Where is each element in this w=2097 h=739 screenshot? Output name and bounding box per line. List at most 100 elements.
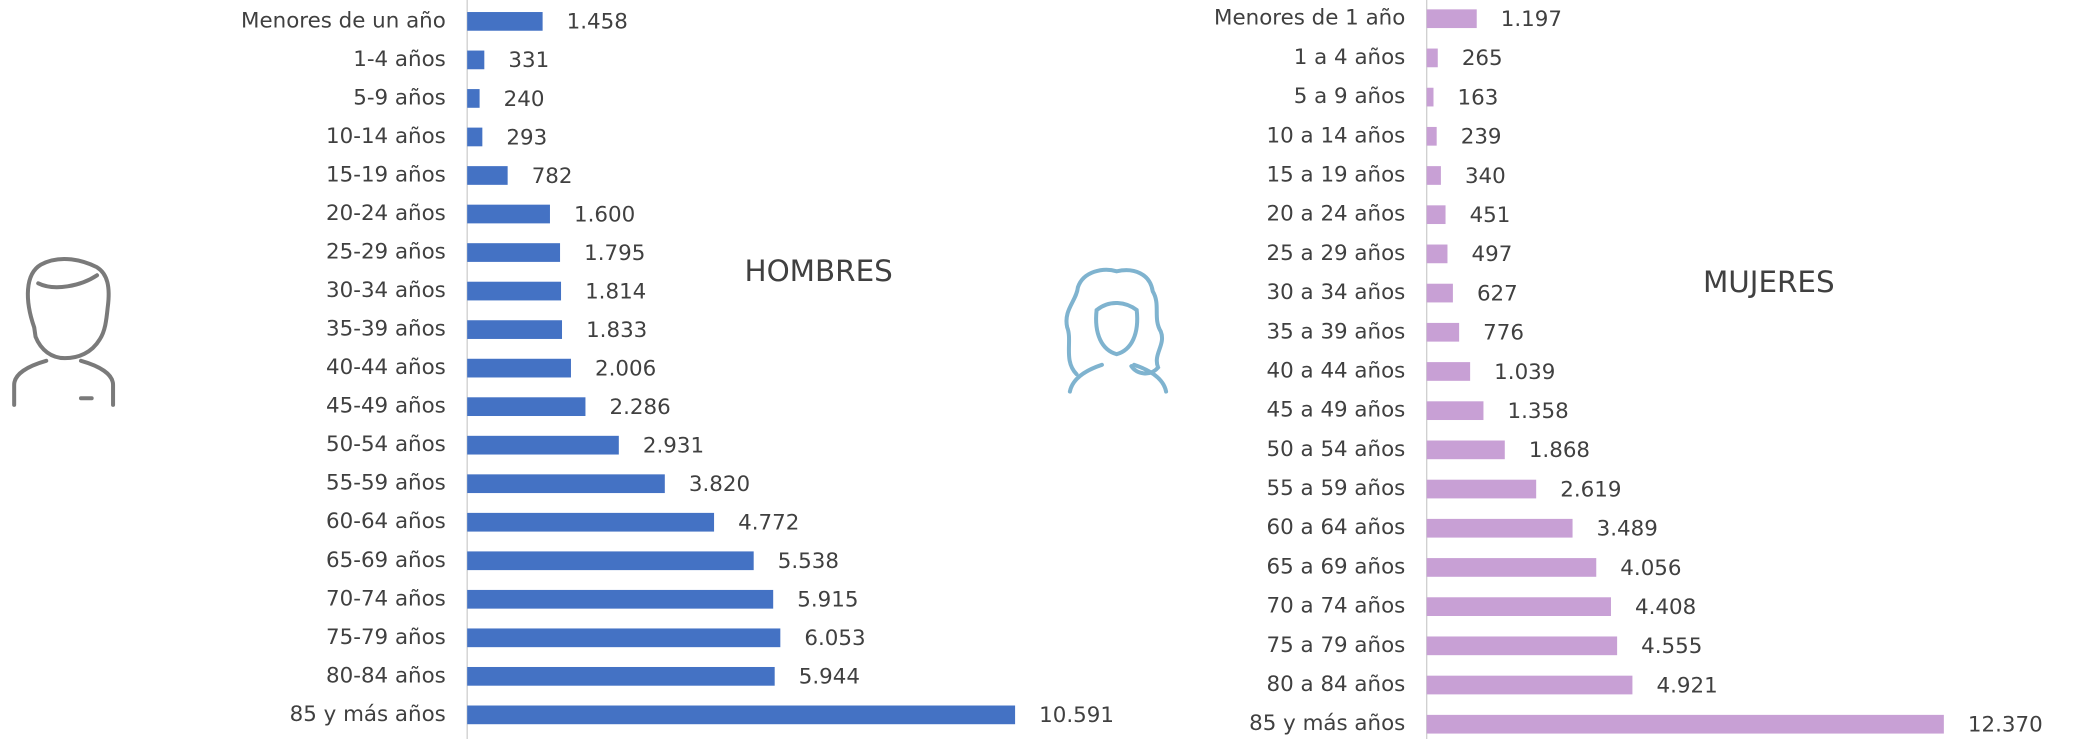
woman-icon: [1064, 267, 1169, 394]
bar: [1426, 283, 1453, 303]
bar: [1426, 205, 1446, 225]
bar: [1426, 401, 1484, 421]
bar: [467, 166, 508, 185]
bar: [467, 705, 1016, 725]
category-label: 70 a 74 años: [1267, 594, 1406, 619]
bar: [1426, 675, 1633, 695]
category-label: 65 a 69 años: [1267, 554, 1406, 579]
chart-title: MUJERES: [1703, 265, 1835, 299]
category-label: 15-19 años: [326, 162, 446, 187]
bar: [1426, 244, 1448, 264]
value-label: 776: [1483, 321, 1524, 346]
category-label: 10 a 14 años: [1267, 123, 1406, 148]
category-label: 15 a 19 años: [1267, 162, 1406, 187]
value-label: 451: [1470, 203, 1511, 228]
value-label: 293: [506, 125, 547, 150]
value-label: 5.944: [799, 665, 860, 690]
value-label: 1.833: [586, 318, 647, 343]
bar: [1426, 48, 1438, 68]
category-label: Menores de un año: [241, 8, 446, 33]
value-label: 497: [1472, 242, 1513, 267]
category-label: 1 a 4 años: [1294, 45, 1406, 70]
category-label: 40 a 44 años: [1267, 358, 1406, 383]
value-label: 5.915: [797, 588, 858, 613]
bar: [1426, 440, 1505, 460]
value-label: 2.006: [595, 356, 656, 381]
category-label: 25 a 29 años: [1267, 241, 1406, 266]
value-label: 1.458: [567, 10, 628, 35]
bar: [467, 397, 586, 417]
bar: [467, 435, 619, 455]
value-label: 1.600: [574, 202, 635, 227]
category-label: 20 a 24 años: [1267, 202, 1406, 227]
value-label: 163: [1458, 85, 1499, 110]
category-label: 50-54 años: [326, 432, 446, 457]
bar: [1426, 714, 1944, 734]
category-label: 60 a 64 años: [1267, 515, 1406, 540]
category-label: 65-69 años: [326, 548, 446, 573]
bar: [467, 666, 775, 686]
value-label: 265: [1462, 46, 1503, 71]
bar: [467, 50, 485, 70]
category-label: 20-24 años: [326, 201, 446, 226]
bar: [467, 512, 715, 532]
bar: [1426, 362, 1471, 381]
value-label: 1.814: [585, 279, 646, 304]
value-label: 4.408: [1635, 595, 1696, 620]
category-label: 45 a 49 años: [1267, 398, 1406, 423]
bar: [467, 589, 774, 609]
category-label: 55-59 años: [326, 471, 446, 496]
value-label: 3.820: [689, 472, 750, 497]
bar: [1426, 166, 1441, 185]
bar: [467, 89, 480, 108]
category-label: 30-34 años: [326, 278, 446, 303]
category-label: 10-14 años: [326, 124, 446, 149]
category-label: 5-9 años: [353, 85, 446, 110]
category-label: 60-64 años: [326, 509, 446, 534]
value-label: 6.053: [804, 626, 865, 651]
value-label: 2.931: [643, 434, 704, 459]
bar: [467, 281, 562, 301]
category-label: 35 a 39 años: [1267, 319, 1406, 344]
value-label: 12.370: [1968, 713, 2043, 738]
value-label: 331: [508, 48, 549, 73]
value-label: 782: [532, 164, 573, 189]
value-label: 4.555: [1641, 634, 1702, 659]
bar: [1426, 87, 1434, 107]
category-label: 1-4 años: [353, 47, 446, 72]
value-label: 3.489: [1597, 517, 1658, 542]
category-label: Menores de 1 año: [1214, 6, 1405, 31]
category-label: 70-74 años: [326, 586, 446, 611]
category-label: 85 y más años: [1249, 711, 1405, 736]
bar: [1426, 518, 1573, 538]
category-label: 25-29 años: [326, 240, 446, 265]
category-label: 40-44 años: [326, 355, 446, 380]
bar: [467, 358, 571, 378]
value-label: 4.056: [1620, 556, 1681, 581]
value-label: 340: [1465, 164, 1506, 189]
bar: [1426, 636, 1618, 656]
category-label: 5 a 9 años: [1294, 84, 1406, 109]
man-icon: [12, 256, 116, 407]
value-label: 10.591: [1039, 703, 1114, 728]
value-label: 1.358: [1508, 399, 1569, 424]
category-label: 80-84 años: [326, 663, 446, 688]
category-label: 50 a 54 años: [1267, 437, 1406, 462]
category-label: 75 a 79 años: [1267, 633, 1406, 658]
bar: [467, 127, 483, 147]
value-label: 2.619: [1560, 477, 1621, 502]
bar: [467, 12, 543, 31]
value-label: 1.039: [1494, 360, 1555, 385]
bar: [467, 243, 561, 262]
bar: [467, 628, 781, 648]
bar: [1426, 322, 1460, 342]
value-label: 240: [504, 87, 545, 112]
value-label: 2.286: [610, 395, 671, 420]
category-label: 45-49 años: [326, 394, 446, 419]
value-label: 627: [1477, 281, 1518, 306]
value-label: 1.795: [584, 241, 645, 266]
category-label: 55 a 59 años: [1267, 476, 1406, 501]
value-label: 5.538: [778, 549, 839, 574]
bar: [1426, 597, 1611, 616]
